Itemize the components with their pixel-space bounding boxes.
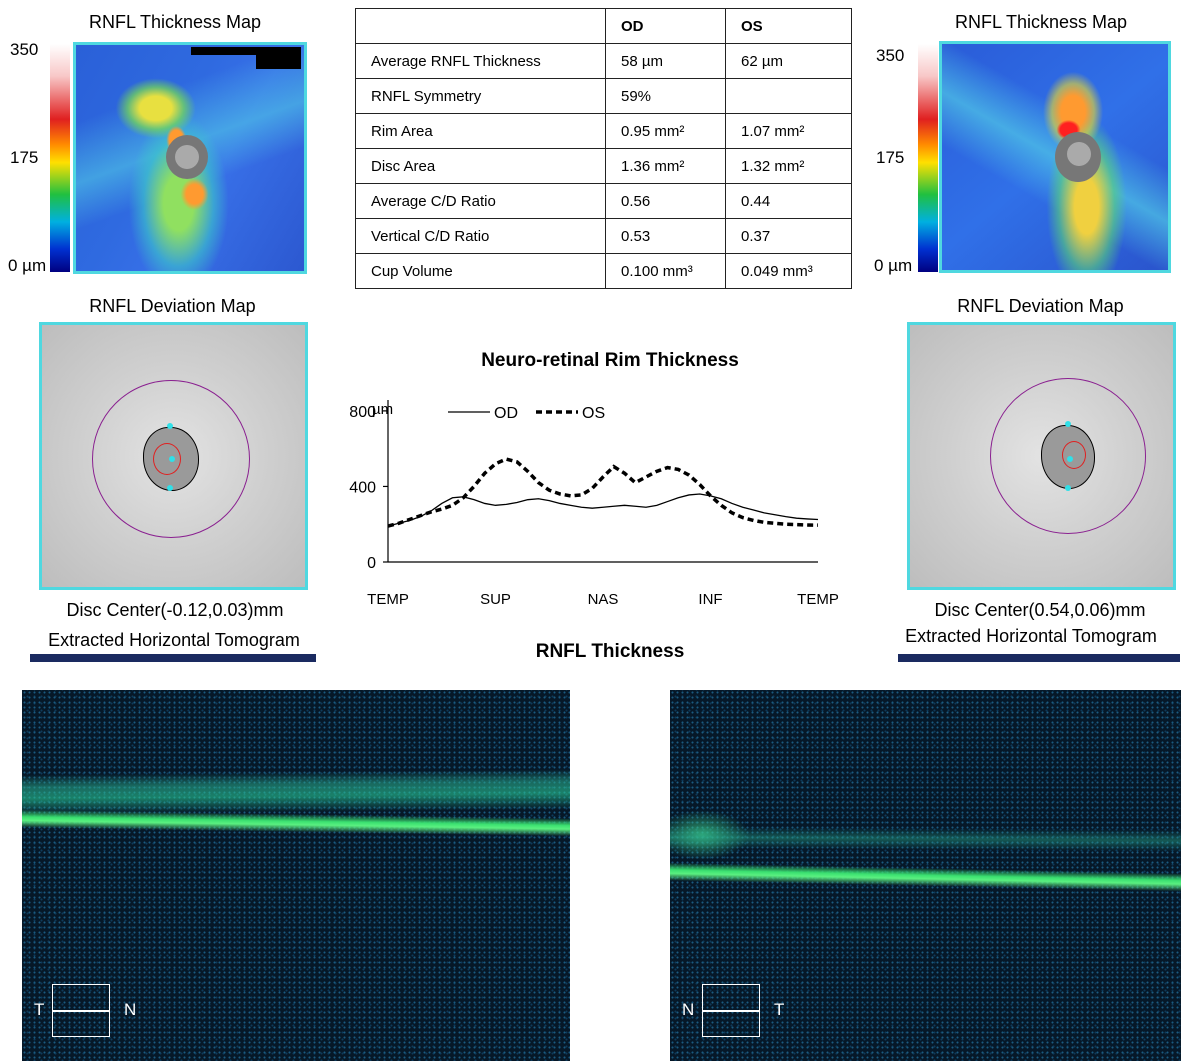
- od-orientation-right: N: [124, 1000, 137, 1019]
- os-rnfl-thickness-map[interactable]: [939, 41, 1171, 273]
- table-cell-od: 0.95 mm²: [605, 113, 726, 149]
- chart-x-tick-label: TEMP: [797, 591, 839, 608]
- table-cell-label: Vertical C/D Ratio: [355, 218, 606, 254]
- od-disc-marker-top: [167, 423, 173, 429]
- table-cell-os: 1.07 mm²: [725, 113, 852, 149]
- od-tomogram-title: Extracted Horizontal Tomogram: [48, 630, 300, 650]
- od-scale-mid: 175: [10, 148, 39, 167]
- os-scan-circle: [990, 378, 1146, 534]
- od-orientation-arrow: [52, 1010, 110, 1012]
- od-rnfl-thickness-map[interactable]: [73, 42, 307, 274]
- table-row: Average RNFL Thickness 58 µm 62 µm: [355, 43, 852, 79]
- table-row: Vertical C/D Ratio 0.53 0.37: [355, 218, 852, 254]
- chart-x-tick-label: NAS: [588, 591, 619, 608]
- parameters-table-wrapper: OD OS Average RNFL Thickness 58 µm 62 µm RN…: [355, 8, 852, 289]
- od-optic-cup: [175, 145, 199, 169]
- chart-series-line-od: [387, 493, 819, 527]
- table-cell-label: Average C/D Ratio: [355, 183, 606, 219]
- table-cell-label: Rim Area: [355, 113, 606, 149]
- table-header-row: OD OS: [355, 8, 852, 44]
- table-cell-os: [725, 78, 852, 114]
- table-row: RNFL Symmetry 59%: [355, 78, 852, 114]
- od-disc-marker-center: [169, 456, 175, 462]
- table-row: Cup Volume 0.100 mm³ 0.049 mm³: [355, 253, 852, 289]
- od-deviation-map-title: RNFL Deviation Map: [89, 296, 256, 316]
- od-disc-marker-bottom: [167, 485, 173, 491]
- chart-x-tick-label: TEMP: [367, 591, 409, 608]
- os-cup-margin: [1062, 441, 1086, 469]
- table-cell-os: 1.32 mm²: [725, 148, 852, 184]
- os-disc-hump: [670, 810, 750, 860]
- os-rnfl-layer: [670, 826, 1181, 852]
- os-orientation-left: N: [682, 1000, 695, 1019]
- os-scale-max: 350: [876, 46, 905, 65]
- table-cell-label: Average RNFL Thickness: [355, 43, 606, 79]
- od-cup-margin: [153, 443, 181, 475]
- od-thickness-colorbar: [50, 44, 70, 272]
- table-cell-label: RNFL Symmetry: [355, 78, 606, 114]
- od-rnfl-deviation-map[interactable]: [39, 322, 308, 590]
- chart-y-unit: µm: [372, 401, 393, 418]
- table-header-blank: [355, 8, 606, 44]
- table-cell-od: 0.100 mm³: [605, 253, 726, 289]
- os-orientation-right: T: [774, 1000, 785, 1019]
- os-disc-center: Disc Center(0.54,0.06)mm: [934, 600, 1146, 620]
- chart-series-line-os: [387, 457, 819, 528]
- table-cell-label: Cup Volume: [355, 253, 606, 289]
- table-row: Disc Area 1.36 mm² 1.32 mm²: [355, 148, 852, 184]
- table-cell-os: 62 µm: [725, 43, 852, 79]
- os-disc-marker-top: [1065, 421, 1071, 427]
- table-row: Rim Area 0.95 mm² 1.07 mm²: [355, 113, 852, 149]
- chart-legend-label-os: OS: [582, 405, 605, 422]
- chart-y-tick-label: 800: [349, 404, 376, 421]
- table-header-od: OD: [605, 8, 726, 44]
- os-deviation-map-title: RNFL Deviation Map: [957, 296, 1124, 316]
- rnfl-thickness-title: RNFL Thickness: [535, 641, 685, 662]
- od-disc-center: Disc Center(-0.12,0.03)mm: [66, 600, 284, 620]
- table-cell-od: 58 µm: [605, 43, 726, 79]
- table-cell-od: 59%: [605, 78, 726, 114]
- od-scale-max: 350: [10, 40, 39, 59]
- chart-y-tick-label: 0: [367, 555, 376, 572]
- table-cell-label: Disc Area: [355, 148, 606, 184]
- os-optic-cup: [1067, 142, 1091, 166]
- table-header-os: OS: [725, 8, 852, 44]
- od-scale-min: 0 µm: [8, 256, 47, 275]
- od-map-overlay-strip-2: [256, 55, 301, 69]
- table-cell-os: 0.049 mm³: [725, 253, 852, 289]
- os-disc-marker-bottom: [1065, 485, 1071, 491]
- table-cell-od: 0.53: [605, 218, 726, 254]
- table-cell-os: 0.44: [725, 183, 852, 219]
- od-thickness-map-title: RNFL Thickness Map: [88, 12, 262, 32]
- od-map-overlay-strip: [191, 47, 301, 55]
- os-tomogram-position-bar: [898, 654, 1180, 662]
- table-row: Average C/D Ratio 0.56 0.44: [355, 183, 852, 219]
- chart-y-tick-label: 400: [349, 479, 376, 496]
- table-cell-od: 0.56: [605, 183, 726, 219]
- od-rnfl-layer: [22, 769, 570, 815]
- chart-x-tick-label: INF: [698, 591, 722, 608]
- parameters-table: OD OS Average RNFL Thickness 58 µm 62 µm RN…: [355, 8, 852, 289]
- os-tomogram-title: Extracted Horizontal Tomogram: [905, 626, 1157, 646]
- os-thickness-map-title: RNFL Thickness Map: [954, 12, 1128, 32]
- os-scale-mid: 175: [876, 148, 905, 167]
- od-scan-circle: [92, 380, 250, 538]
- os-rnfl-deviation-map[interactable]: [907, 322, 1176, 590]
- os-scale-min: 0 µm: [874, 256, 913, 275]
- od-orientation-left: T: [34, 1000, 45, 1019]
- table-cell-os: 0.37: [725, 218, 852, 254]
- os-disc-marker-center: [1067, 456, 1073, 462]
- rim-chart-title: Neuro-retinal Rim Thickness: [481, 350, 739, 371]
- os-tomogram-image: N T: [670, 690, 1181, 1061]
- od-tomogram-speckle: [22, 690, 570, 1061]
- table-cell-od: 1.36 mm²: [605, 148, 726, 184]
- os-thickness-colorbar: [918, 44, 938, 272]
- od-tomogram-image: T N: [22, 690, 570, 1061]
- chart-legend-label-od: OD: [494, 405, 518, 422]
- os-orientation-arrow: [702, 1010, 760, 1012]
- chart-x-tick-label: SUP: [480, 591, 511, 608]
- od-tomogram-position-bar: [30, 654, 316, 662]
